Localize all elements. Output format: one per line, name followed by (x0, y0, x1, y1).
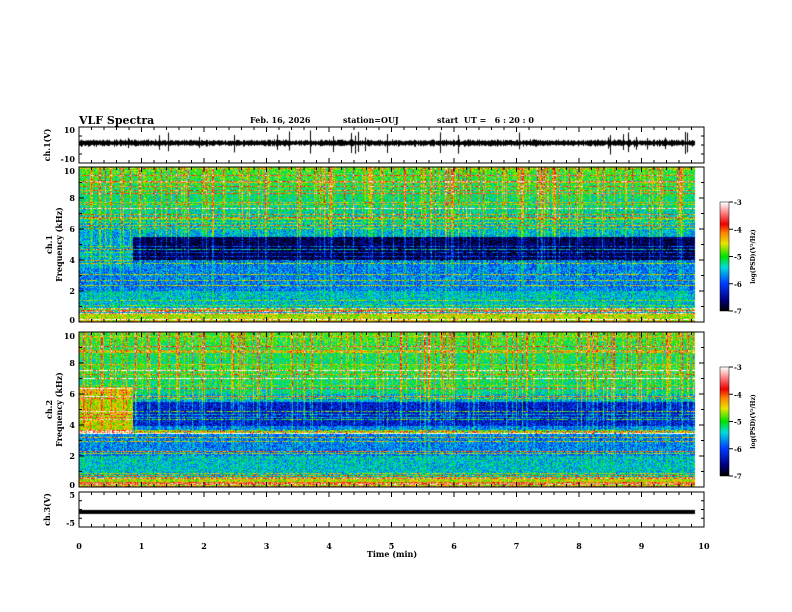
y-tick-label: 10 (64, 125, 76, 135)
x-axis-label: Time (min) (367, 549, 417, 559)
colorbar-tick-label: -7 (734, 307, 742, 316)
colorbar-tick-label: -3 (734, 363, 742, 372)
x-tick-label: 4 (326, 541, 332, 551)
colorbar-tick-label: -7 (734, 472, 742, 481)
x-tick-label: 2 (201, 541, 207, 551)
date-label: Feb. 16, 2026 (250, 115, 311, 125)
ch2-spectrogram (79, 332, 704, 487)
colorbar-tick-label: -5 (734, 418, 742, 427)
x-tick-label: 10 (698, 541, 710, 551)
panel-frame (78, 166, 705, 323)
y-tick-label: 10 (64, 331, 76, 341)
colorbar-tick-label: -4 (734, 390, 742, 399)
y-tick-label: 2 (69, 451, 75, 461)
y-tick-label: 5 (69, 490, 75, 500)
ch1-waveform (79, 127, 704, 163)
y-tick-label: 8 (69, 193, 75, 203)
x-tick-label: 6 (451, 541, 457, 551)
y-tick-label: 4 (69, 255, 75, 265)
colorbar-frame (719, 201, 730, 312)
colorbar-2 (720, 367, 729, 476)
y-axis-channel-label: ch.1 (44, 235, 54, 254)
y-axis-label: Frequency (kHz) (54, 372, 64, 447)
y-tick-label: 8 (69, 358, 75, 368)
x-tick-label: 3 (264, 541, 270, 551)
y-axis-label: Frequency (kHz) (54, 207, 64, 282)
x-tick-label: 0 (76, 541, 82, 551)
colorbar-tick-label: -3 (734, 198, 742, 207)
y-axis-label: ch.3(V) (42, 493, 52, 526)
x-tick-label: 1 (139, 541, 145, 551)
x-tick-label: 7 (514, 541, 520, 551)
x-tick-label: 8 (576, 541, 582, 551)
panel-frame (78, 331, 705, 488)
y-tick-label: 10 (64, 166, 76, 176)
y-tick-label: -10 (61, 154, 76, 164)
colorbar-frame (719, 366, 730, 477)
colorbar-1 (720, 202, 729, 311)
colorbar-label: log(PSD)(V²/Hz) (750, 394, 757, 449)
y-tick-label: -5 (66, 518, 75, 528)
y-tick-label: 0 (69, 480, 75, 490)
colorbar-tick-label: -4 (734, 225, 742, 234)
y-tick-label: 4 (69, 420, 75, 430)
station-label: station=OUJ (343, 115, 399, 125)
y-tick-label: 6 (69, 224, 75, 234)
y-tick-label: 6 (69, 389, 75, 399)
y-tick-label: 0 (69, 315, 75, 325)
chart-title: VLF Spectra (78, 114, 154, 127)
y-axis-label: ch.1(V) (42, 128, 52, 161)
x-tick-label: 9 (639, 541, 645, 551)
colorbar-tick-label: -5 (734, 253, 742, 262)
colorbar-tick-label: -6 (734, 445, 742, 454)
colorbar-label: log(PSD)(V²/Hz) (750, 229, 757, 284)
panel-frame (78, 126, 705, 164)
ch1-spectrogram (79, 167, 704, 322)
colorbar-tick-label: -6 (734, 280, 742, 289)
y-axis-channel-label: ch.2 (44, 400, 54, 419)
y-tick-label: 2 (69, 286, 75, 296)
x-tick-label: 5 (389, 541, 395, 551)
start-time-label: start UT = 6 : 20 : 0 (437, 115, 534, 125)
panel-frame (78, 491, 705, 528)
ch3-waveform (79, 492, 704, 527)
